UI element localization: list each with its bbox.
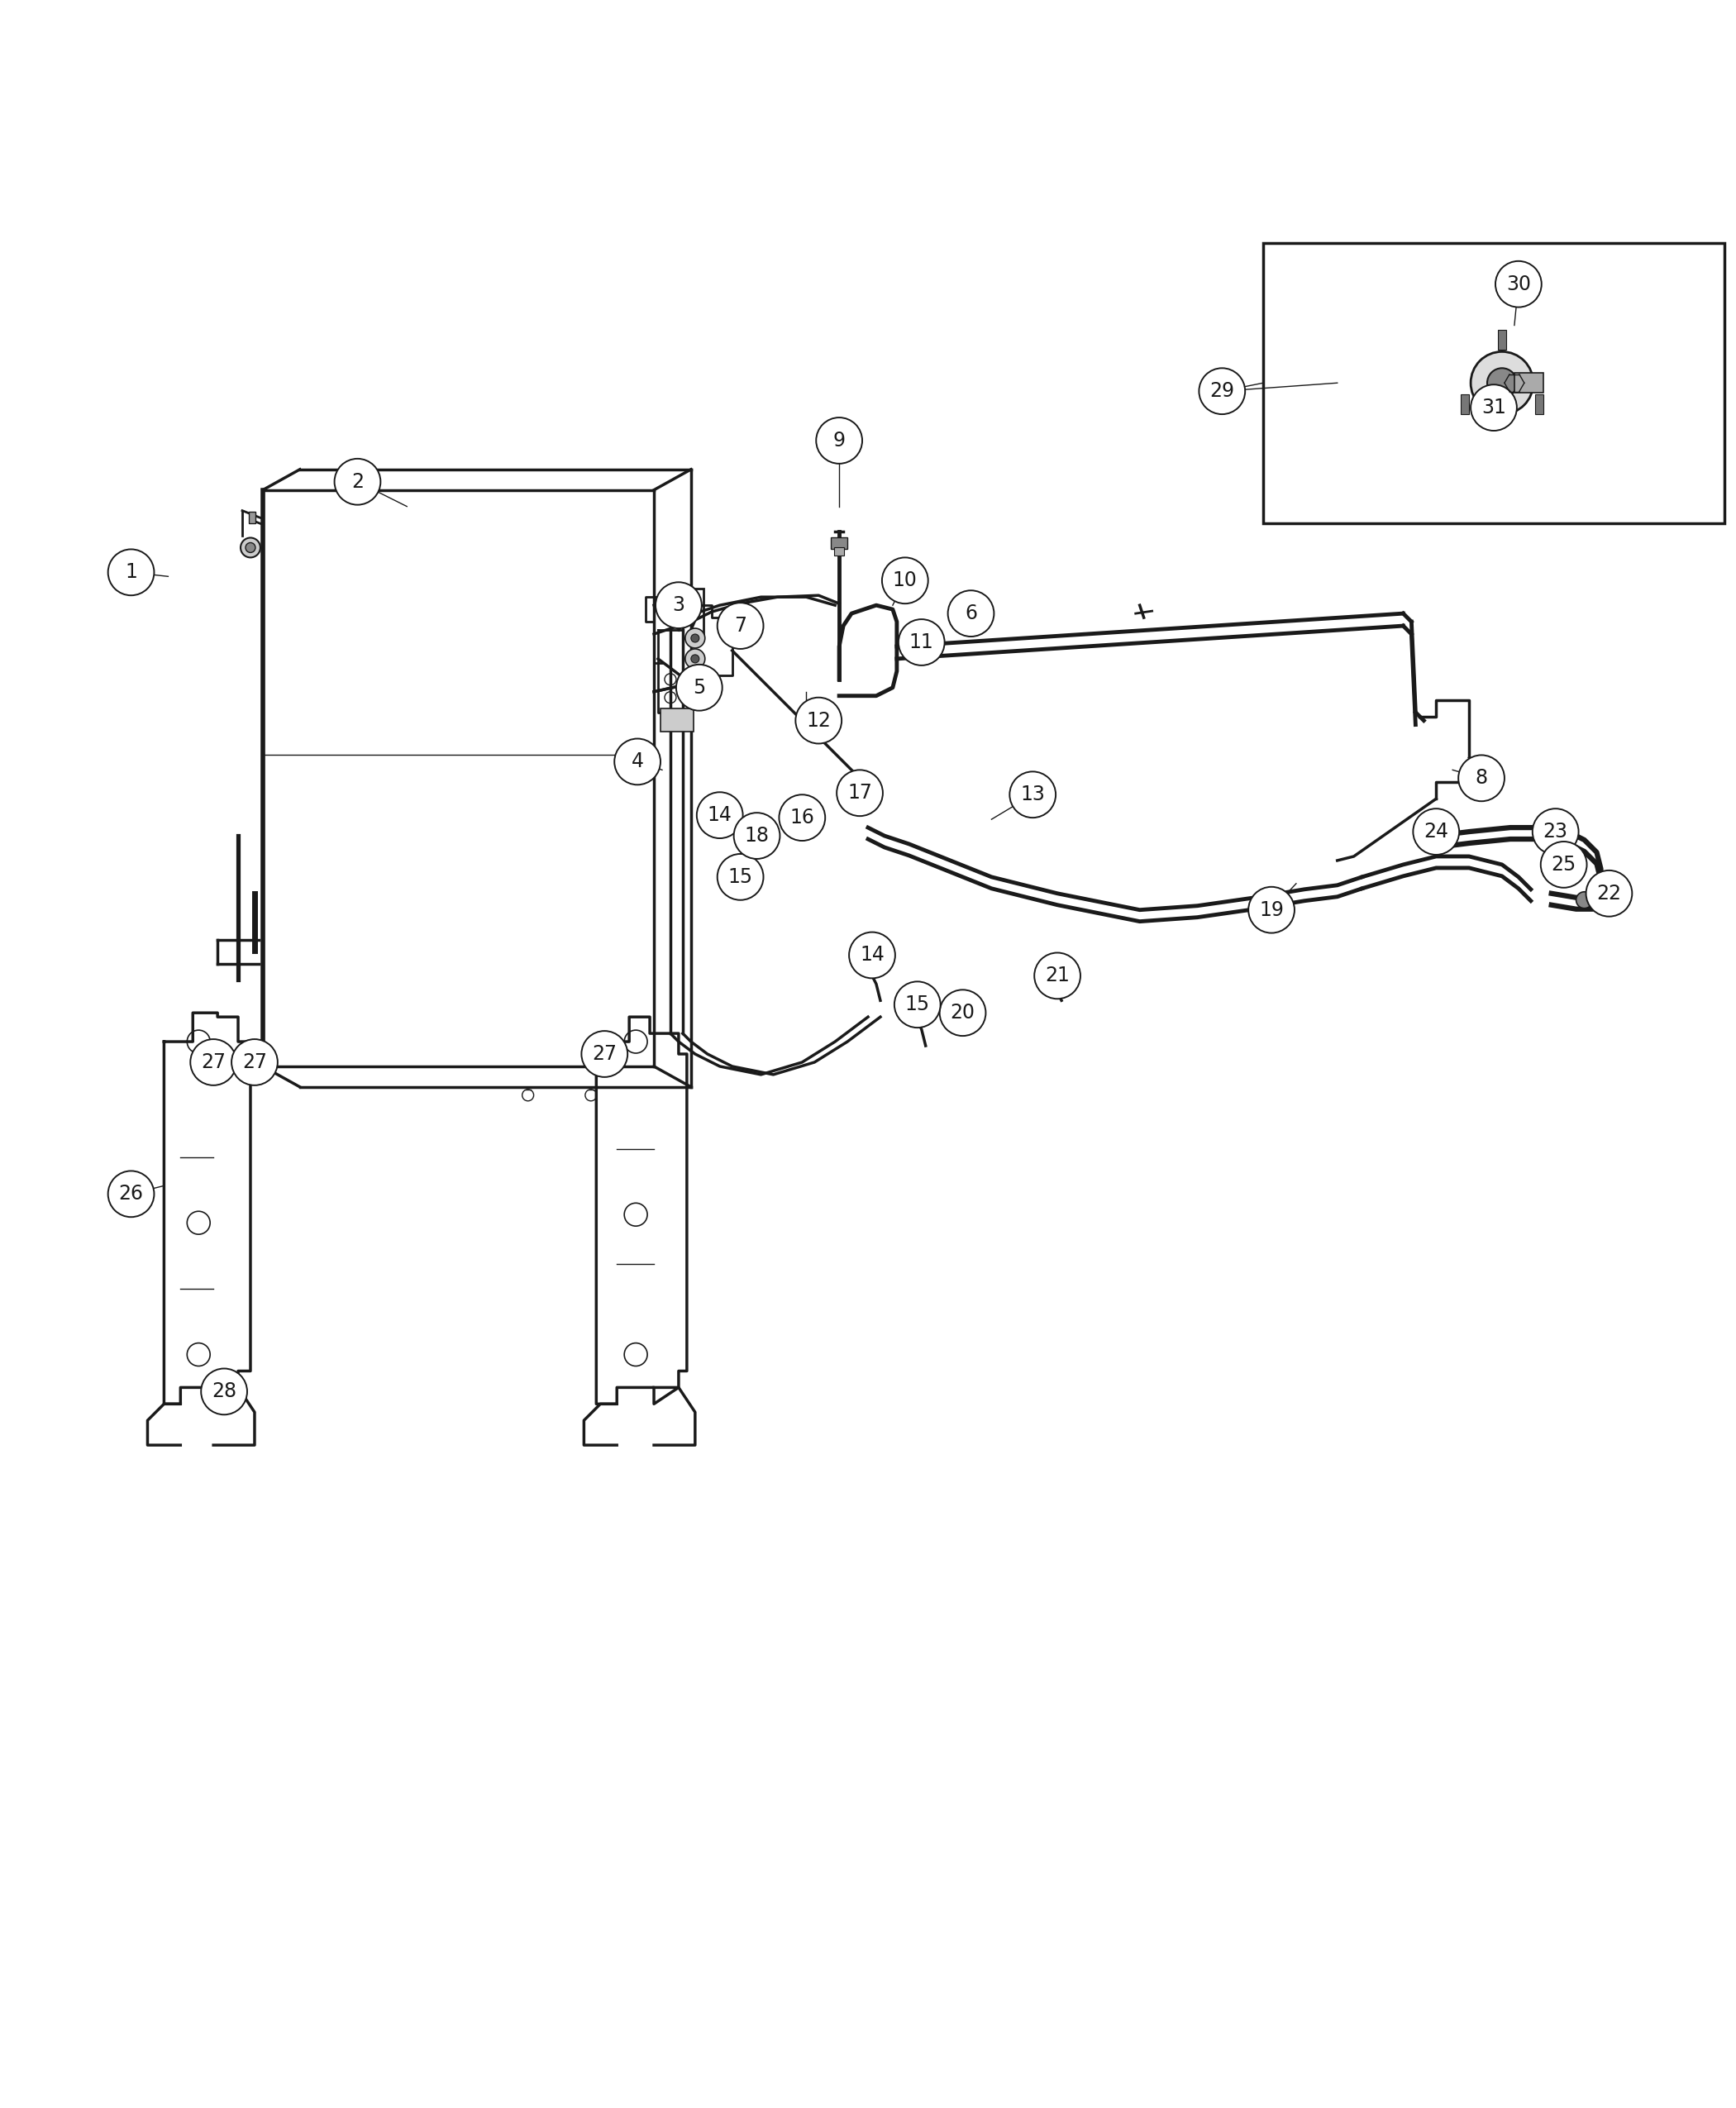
Circle shape xyxy=(1417,828,1434,843)
Circle shape xyxy=(582,1031,628,1077)
Text: 14: 14 xyxy=(708,805,733,824)
Circle shape xyxy=(779,795,825,841)
Circle shape xyxy=(1470,384,1517,430)
Circle shape xyxy=(1542,841,1587,887)
Circle shape xyxy=(731,624,741,635)
Bar xyxy=(866,957,884,963)
Text: 15: 15 xyxy=(904,995,930,1014)
Text: 3: 3 xyxy=(672,594,684,616)
Circle shape xyxy=(241,538,260,557)
Circle shape xyxy=(948,590,995,637)
Text: 30: 30 xyxy=(1507,274,1531,293)
Bar xyxy=(660,708,693,731)
Text: 27: 27 xyxy=(201,1052,226,1073)
Circle shape xyxy=(675,664,722,710)
Bar xyxy=(832,538,847,550)
Text: 23: 23 xyxy=(1543,822,1568,841)
Circle shape xyxy=(656,582,701,628)
Bar xyxy=(1535,394,1543,415)
Text: 28: 28 xyxy=(212,1381,236,1402)
Text: 22: 22 xyxy=(1597,883,1621,904)
Bar xyxy=(248,512,255,523)
Circle shape xyxy=(1488,369,1517,398)
Circle shape xyxy=(816,417,863,464)
Text: 14: 14 xyxy=(859,944,884,965)
Text: 27: 27 xyxy=(592,1043,616,1065)
Text: 5: 5 xyxy=(693,677,705,698)
Circle shape xyxy=(837,769,884,816)
Circle shape xyxy=(717,854,764,900)
Bar xyxy=(911,1016,929,1024)
Circle shape xyxy=(108,550,155,594)
Text: 29: 29 xyxy=(1210,382,1234,401)
Text: 1: 1 xyxy=(125,563,137,582)
Text: 31: 31 xyxy=(1481,398,1507,417)
Circle shape xyxy=(1533,809,1578,854)
Text: 27: 27 xyxy=(243,1052,267,1073)
Circle shape xyxy=(615,738,660,784)
Circle shape xyxy=(1200,369,1245,415)
Text: 4: 4 xyxy=(632,753,644,772)
Circle shape xyxy=(1587,871,1632,917)
Circle shape xyxy=(899,620,944,666)
Text: 19: 19 xyxy=(1259,900,1285,919)
Circle shape xyxy=(686,628,705,647)
Text: 21: 21 xyxy=(1045,965,1069,987)
Circle shape xyxy=(335,460,380,504)
Bar xyxy=(1460,394,1469,415)
Bar xyxy=(1514,373,1543,392)
Text: 18: 18 xyxy=(745,826,769,845)
Circle shape xyxy=(1576,892,1592,909)
Text: 26: 26 xyxy=(118,1185,144,1204)
Text: 8: 8 xyxy=(1476,767,1488,788)
Text: 15: 15 xyxy=(727,866,753,887)
Text: 13: 13 xyxy=(1021,784,1045,805)
Circle shape xyxy=(1035,953,1080,999)
Circle shape xyxy=(1010,772,1055,818)
Circle shape xyxy=(894,982,941,1029)
Text: 25: 25 xyxy=(1552,854,1576,875)
Text: 16: 16 xyxy=(790,807,814,828)
Circle shape xyxy=(691,635,700,643)
Circle shape xyxy=(691,656,700,662)
Bar xyxy=(1498,331,1507,350)
Text: 20: 20 xyxy=(950,1003,976,1022)
Circle shape xyxy=(1470,352,1533,415)
Circle shape xyxy=(849,932,896,978)
Text: 17: 17 xyxy=(847,782,871,803)
Circle shape xyxy=(724,618,748,641)
Circle shape xyxy=(1458,755,1505,801)
Text: 10: 10 xyxy=(892,571,917,590)
Circle shape xyxy=(696,793,743,839)
Circle shape xyxy=(1495,261,1542,308)
Circle shape xyxy=(108,1170,155,1216)
Text: 12: 12 xyxy=(806,710,832,731)
Circle shape xyxy=(795,698,842,744)
Text: 11: 11 xyxy=(910,632,934,651)
Circle shape xyxy=(1248,887,1295,934)
Circle shape xyxy=(717,603,764,649)
Circle shape xyxy=(191,1039,236,1086)
Text: 24: 24 xyxy=(1424,822,1448,841)
Circle shape xyxy=(231,1039,278,1086)
Bar xyxy=(835,548,844,557)
Text: 9: 9 xyxy=(833,430,845,451)
Circle shape xyxy=(201,1368,247,1414)
Text: 6: 6 xyxy=(965,603,977,624)
Bar xyxy=(1264,242,1724,523)
Text: 2: 2 xyxy=(351,472,365,491)
Bar xyxy=(682,588,703,639)
Circle shape xyxy=(245,542,255,552)
Circle shape xyxy=(1413,809,1460,854)
Circle shape xyxy=(686,649,705,668)
Bar xyxy=(1542,822,1552,837)
Circle shape xyxy=(939,991,986,1035)
Text: 7: 7 xyxy=(734,616,746,637)
Circle shape xyxy=(882,557,929,603)
Circle shape xyxy=(734,814,779,858)
